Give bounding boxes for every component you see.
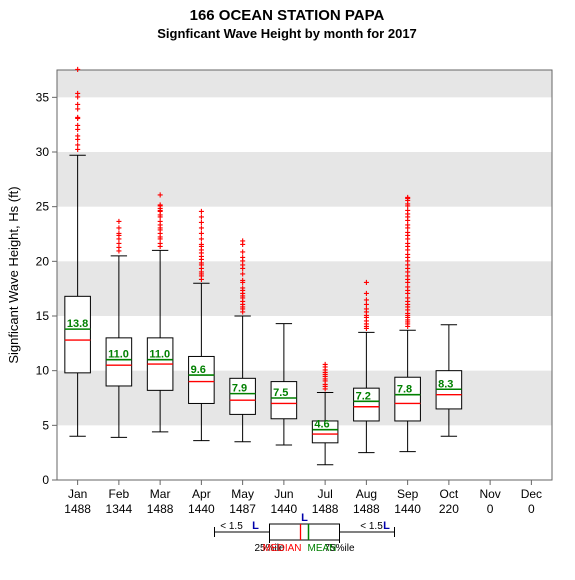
mean-value-label: 11.0	[149, 349, 170, 361]
count-label: 0	[487, 502, 494, 516]
y-tick-label: 20	[36, 254, 50, 268]
y-tick-label: 35	[36, 90, 50, 104]
y-tick-label: 5	[42, 418, 49, 432]
count-label: 1440	[188, 502, 215, 516]
mean-value-label: 9.6	[191, 364, 206, 376]
y-tick-label: 30	[36, 145, 50, 159]
count-label: 1440	[271, 502, 298, 516]
count-label: 1488	[312, 502, 339, 516]
count-label: 1488	[353, 502, 380, 516]
month-label: Dec	[521, 487, 542, 501]
legend-L-right: L	[383, 520, 390, 532]
outlier-marker: +	[157, 201, 163, 212]
mean-value-label: 7.5	[273, 387, 288, 399]
boxplot-chart: 166 OCEAN STATION PAPA Signficant Wave He…	[0, 0, 575, 580]
y-tick-label: 0	[42, 473, 49, 487]
outlier-marker: +	[116, 217, 122, 228]
legend-median-label: MEDIAN	[263, 543, 302, 554]
outlier-marker: +	[322, 360, 328, 371]
outlier-marker: +	[75, 89, 81, 100]
box	[65, 296, 91, 373]
grid-band	[57, 261, 552, 316]
count-label: 0	[528, 502, 535, 516]
outlier-marker: +	[363, 278, 369, 289]
mean-value-label: 7.9	[232, 383, 247, 395]
count-label: 220	[439, 502, 459, 516]
chart-title: 166 OCEAN STATION PAPA	[190, 7, 385, 24]
count-label: 1488	[147, 502, 174, 516]
mean-value-label: 13.8	[67, 318, 88, 330]
outlier-marker: +	[363, 289, 369, 300]
outlier-marker: +	[405, 193, 411, 204]
count-label: 1440	[394, 502, 421, 516]
legend-lw: < 1.5	[220, 521, 243, 532]
y-axis-label: Signficant Wave Height, Hs (ft)	[6, 186, 21, 363]
outlier-marker: +	[240, 237, 246, 248]
outlier-marker: +	[157, 191, 163, 202]
legend-L-left: L	[252, 520, 259, 532]
legend-box	[270, 524, 340, 540]
mean-value-label: 7.2	[356, 390, 371, 402]
month-label: Oct	[440, 487, 459, 501]
box	[106, 338, 132, 386]
grid-band	[57, 152, 552, 207]
month-label: Jan	[68, 487, 87, 501]
count-label: 1487	[229, 502, 256, 516]
legend-rw: < 1.5	[360, 521, 383, 532]
legend-L-top: L	[301, 512, 308, 524]
month-label: Aug	[356, 487, 377, 501]
outlier-marker: +	[198, 207, 204, 218]
month-label: Feb	[109, 487, 130, 501]
month-label: Apr	[192, 487, 211, 501]
month-label: Nov	[479, 487, 500, 501]
y-tick-label: 25	[36, 200, 50, 214]
month-label: May	[231, 487, 254, 501]
legend-mean-label: MEAN	[308, 543, 337, 554]
count-label: 1488	[64, 502, 91, 516]
mean-value-label: 4.6	[314, 419, 329, 431]
month-label: Jun	[274, 487, 293, 501]
y-tick-label: 10	[36, 364, 50, 378]
month-label: Sep	[397, 487, 419, 501]
outlier-marker: +	[75, 65, 81, 76]
month-label: Mar	[150, 487, 171, 501]
count-label: 1344	[106, 502, 133, 516]
y-tick-label: 15	[36, 309, 50, 323]
mean-value-label: 7.8	[397, 384, 412, 396]
month-label: Jul	[317, 487, 332, 501]
mean-value-label: 11.0	[108, 349, 129, 361]
chart-subtitle: Signficant Wave Height by month for 2017	[157, 26, 417, 41]
mean-value-label: 8.3	[438, 378, 453, 390]
grid-band	[57, 70, 552, 97]
